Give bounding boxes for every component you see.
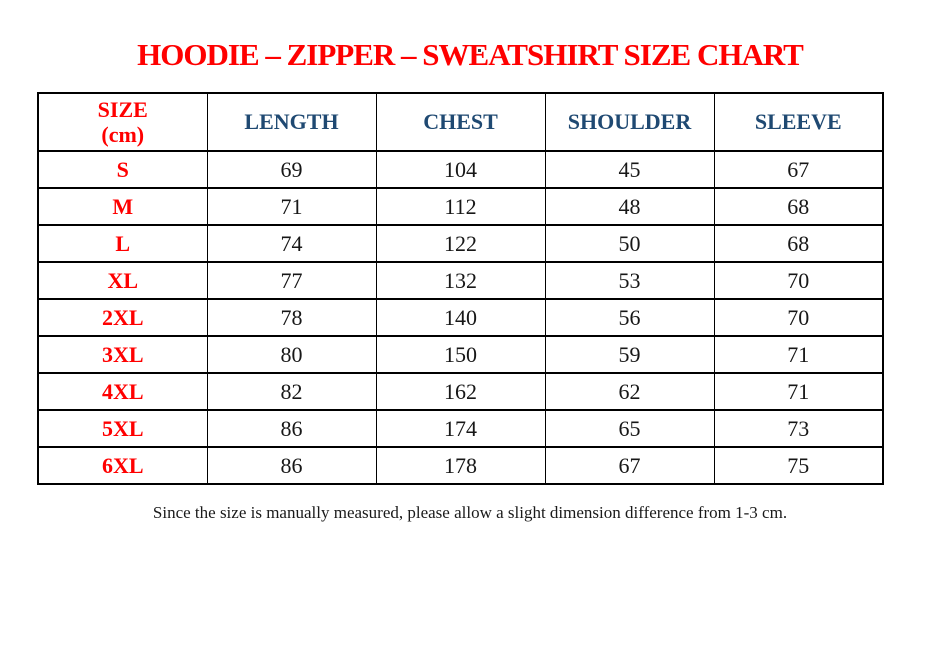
shoulder-value: 56 (544, 298, 715, 338)
shoulder-value: 67 (544, 446, 715, 486)
size-label: 6XL (37, 446, 208, 486)
size-label: S (37, 150, 208, 190)
size-label: XL (37, 261, 208, 301)
sleeve-value: 75 (713, 446, 884, 486)
column-header-length: LENGTH (206, 92, 377, 153)
sleeve-value: 68 (713, 224, 884, 264)
column-header-chest: CHEST (375, 92, 546, 153)
size-label: L (37, 224, 208, 264)
sleeve-value: 70 (713, 261, 884, 301)
length-value: 69 (206, 150, 377, 190)
length-value: 82 (206, 372, 377, 412)
size-chart-table-wrap: SIZE (cm) LENGTH CHEST SHOULDER SLEEVE S… (37, 92, 884, 486)
chest-value: 112 (375, 187, 546, 227)
size-chart-page: HOODIE – ZIPPER – SWEATSHIRT SIZE CHART … (0, 37, 940, 523)
length-value: 78 (206, 298, 377, 338)
length-value: 77 (206, 261, 377, 301)
table-row: 5XL 86 174 65 73 (37, 409, 884, 449)
column-header-size-cm: SIZE (cm) (37, 92, 208, 153)
chest-value: 122 (375, 224, 546, 264)
shoulder-value: 65 (544, 409, 715, 449)
size-chart-table: SIZE (cm) LENGTH CHEST SHOULDER SLEEVE S… (37, 92, 884, 486)
table-row: XL 77 132 53 70 (37, 261, 884, 301)
chest-value: 150 (375, 335, 546, 375)
length-value: 80 (206, 335, 377, 375)
sleeve-value: 70 (713, 298, 884, 338)
page-title: HOODIE – ZIPPER – SWEATSHIRT SIZE CHART (137, 37, 804, 72)
shoulder-value: 45 (544, 150, 715, 190)
chest-value: 174 (375, 409, 546, 449)
chest-value: 132 (375, 261, 546, 301)
size-header-line1: SIZE (97, 96, 148, 122)
size-label: 3XL (37, 335, 208, 375)
stray-dot (478, 49, 481, 52)
table-row: L 74 122 50 68 (37, 224, 884, 264)
sleeve-value: 67 (713, 150, 884, 190)
header-row: SIZE (cm) LENGTH CHEST SHOULDER SLEEVE (37, 92, 884, 153)
shoulder-value: 62 (544, 372, 715, 412)
size-header-line2: (cm) (101, 122, 145, 148)
shoulder-value: 53 (544, 261, 715, 301)
chest-value: 178 (375, 446, 546, 486)
size-label: 2XL (37, 298, 208, 338)
length-value: 71 (206, 187, 377, 227)
size-label: M (37, 187, 208, 227)
table-row: 6XL 86 178 67 75 (37, 446, 884, 486)
sleeve-value: 71 (713, 335, 884, 375)
measurement-disclaimer: Since the size is manually measured, ple… (152, 503, 788, 523)
column-header-sleeve: SLEEVE (713, 92, 884, 153)
sleeve-value: 73 (713, 409, 884, 449)
table-row: 3XL 80 150 59 71 (37, 335, 884, 375)
chest-value: 162 (375, 372, 546, 412)
length-value: 86 (206, 446, 377, 486)
length-value: 74 (206, 224, 377, 264)
table-row: S 69 104 45 67 (37, 150, 884, 190)
chest-value: 140 (375, 298, 546, 338)
size-label: 5XL (37, 409, 208, 449)
length-value: 86 (206, 409, 377, 449)
table-row: 4XL 82 162 62 71 (37, 372, 884, 412)
size-label: 4XL (37, 372, 208, 412)
column-header-shoulder: SHOULDER (544, 92, 715, 153)
shoulder-value: 50 (544, 224, 715, 264)
sleeve-value: 68 (713, 187, 884, 227)
shoulder-value: 59 (544, 335, 715, 375)
sleeve-value: 71 (713, 372, 884, 412)
table-row: 2XL 78 140 56 70 (37, 298, 884, 338)
table-row: M 71 112 48 68 (37, 187, 884, 227)
shoulder-value: 48 (544, 187, 715, 227)
chest-value: 104 (375, 150, 546, 190)
